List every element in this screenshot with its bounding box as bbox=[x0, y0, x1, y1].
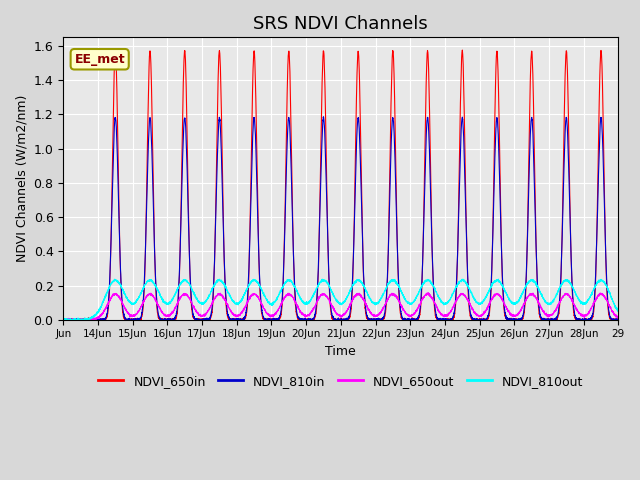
X-axis label: Time: Time bbox=[326, 345, 356, 358]
Legend: NDVI_650in, NDVI_810in, NDVI_650out, NDVI_810out: NDVI_650in, NDVI_810in, NDVI_650out, NDV… bbox=[93, 370, 588, 393]
Title: SRS NDVI Channels: SRS NDVI Channels bbox=[253, 15, 428, 33]
Y-axis label: NDVI Channels (W/m2/nm): NDVI Channels (W/m2/nm) bbox=[15, 95, 28, 262]
Text: EE_met: EE_met bbox=[74, 53, 125, 66]
